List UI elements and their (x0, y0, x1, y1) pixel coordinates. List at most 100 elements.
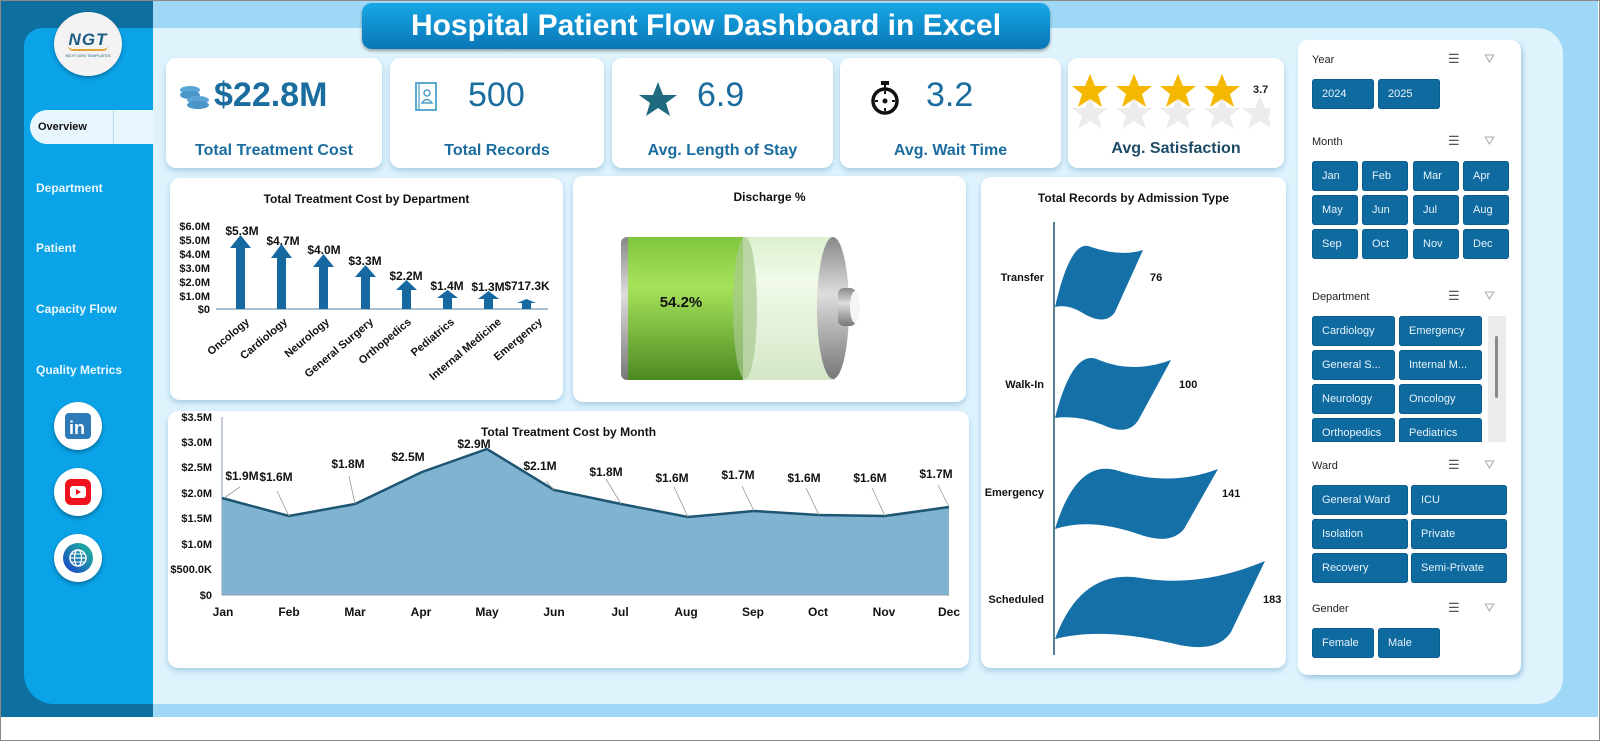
slicer-item[interactable]: Sep (1312, 229, 1358, 259)
slicer-item[interactable]: Private (1411, 519, 1507, 549)
slicer-item[interactable]: Jan (1312, 161, 1358, 191)
slicer-item[interactable]: General S... (1312, 350, 1395, 380)
svg-text:$2.5M: $2.5M (391, 450, 424, 464)
logo: NGT NEXT GEN TEMPLATES (54, 12, 122, 76)
svg-text:$1.3M: $1.3M (471, 280, 504, 294)
slicer-item[interactable]: Oct (1362, 229, 1408, 259)
slicer-item[interactable]: Apr (1463, 161, 1509, 191)
slicer-item[interactable]: Orthopedics (1312, 418, 1395, 442)
svg-text:$4.0M: $4.0M (307, 243, 340, 257)
svg-text:in: in (69, 418, 85, 438)
clear-filter-icon[interactable]: ⛛ (1484, 133, 1495, 148)
slicer-item[interactable]: Aug (1463, 195, 1509, 225)
slicer-item[interactable]: Female (1312, 628, 1374, 658)
stopwatch-icon (871, 81, 899, 115)
svg-text:Pediatrics: Pediatrics (409, 316, 457, 359)
kpi-total-records: 500 Total Records (390, 58, 604, 168)
website-button[interactable] (54, 534, 102, 582)
slicer-item[interactable]: Pediatrics (1399, 418, 1482, 442)
svg-text:141: 141 (1222, 488, 1240, 500)
slicer-item[interactable]: ICU (1411, 485, 1507, 515)
scrollbar-thumb[interactable] (1495, 336, 1498, 398)
slicer-item[interactable]: May (1312, 195, 1358, 225)
slicer-item[interactable]: Emergency (1399, 316, 1482, 346)
sidebar-item-department[interactable]: Department (36, 181, 103, 195)
linkedin-button[interactable]: in (54, 402, 102, 450)
kpi-avg-length-of-stay: 6.9 Avg. Length of Stay (612, 58, 833, 168)
slicer-item[interactable]: Internal M... (1399, 350, 1482, 380)
svg-text:May: May (475, 605, 499, 619)
slicer-item[interactable]: Isolation (1312, 519, 1408, 549)
slicer-item[interactable]: Recovery (1312, 553, 1408, 583)
slicer-item[interactable]: Jun (1362, 195, 1408, 225)
star-icon (639, 82, 677, 116)
slicer-item[interactable]: Cardiology (1312, 316, 1395, 346)
multi-select-icon[interactable]: ☰ (1448, 133, 1460, 148)
svg-text:$1.6M: $1.6M (655, 471, 688, 485)
department-scrollbar[interactable] (1488, 316, 1506, 442)
clear-filter-icon[interactable]: ⛛ (1484, 457, 1495, 472)
sidebar-item-patient[interactable]: Patient (36, 241, 77, 255)
slicer-item[interactable]: Nov (1413, 229, 1459, 259)
slicer-panel: Year ☰ ⛛ 2024 2025 Month ☰ ⛛ Jan Feb Mar… (1298, 40, 1521, 675)
svg-text:$0: $0 (198, 304, 210, 316)
logo-text: NGT (68, 30, 108, 49)
slicer-item[interactable]: Mar (1413, 161, 1459, 191)
contact-book-icon (415, 82, 437, 111)
svg-text:Mar: Mar (344, 605, 366, 619)
multi-select-icon[interactable]: ☰ (1448, 288, 1460, 303)
svg-text:$3.0M: $3.0M (179, 263, 210, 275)
clear-filter-icon[interactable]: ⛛ (1484, 288, 1495, 303)
svg-text:54.2%: 54.2% (660, 294, 703, 311)
svg-text:$1.4M: $1.4M (430, 279, 463, 293)
slicer-ward-title: Ward (1312, 460, 1338, 472)
svg-text:$717.3K: $717.3K (504, 279, 550, 293)
slicer-item[interactable]: 2025 (1378, 79, 1440, 109)
slicer-item[interactable]: General Ward (1312, 485, 1408, 515)
chart-records-by-admission-type: Total Records by Admission Type Transfer… (981, 177, 1286, 668)
kpi-label: Total Records (444, 142, 550, 159)
multi-select-icon[interactable]: ☰ (1448, 457, 1460, 472)
slicer-item[interactable]: 2024 (1312, 79, 1374, 109)
sidebar-item-capacity-flow[interactable]: Capacity Flow (36, 302, 117, 316)
slicer-item[interactable]: Semi-Private (1411, 553, 1507, 583)
divider (113, 110, 114, 144)
clear-filter-icon[interactable]: ⛛ (1484, 600, 1495, 615)
slicer-item[interactable]: Neurology (1312, 384, 1395, 414)
svg-text:Scheduled: Scheduled (988, 594, 1044, 606)
svg-text:183: 183 (1263, 594, 1281, 606)
slicer-item[interactable]: Dec (1463, 229, 1509, 259)
slicer-item[interactable]: Feb (1362, 161, 1408, 191)
clear-filter-icon[interactable]: ⛛ (1484, 51, 1495, 66)
kpi-value: 6.9 (697, 76, 745, 114)
slicer-item[interactable]: Male (1378, 628, 1440, 658)
svg-text:$5.3M: $5.3M (225, 224, 258, 238)
svg-text:$1.9M: $1.9M (225, 469, 258, 483)
sidebar-item-quality-metrics[interactable]: Quality Metrics (36, 363, 123, 377)
kpi-avg-wait-time: 3.2 Avg. Wait Time (840, 58, 1061, 168)
area-chart: $0 $500.0K $1.0M $1.5M $2.0M $2.5M $3.0M… (170, 412, 960, 619)
kpi-label: Avg. Wait Time (893, 142, 1008, 159)
svg-text:Jan: Jan (213, 605, 234, 619)
multi-select-icon[interactable]: ☰ (1448, 600, 1460, 615)
sidebar-item-overview[interactable]: Overview (30, 110, 154, 144)
slicer-item[interactable]: Oncology (1399, 384, 1482, 414)
kpi-label: Total Treatment Cost (195, 142, 353, 159)
slicer-month-title: Month (1312, 136, 1343, 148)
logo-swoosh (68, 46, 108, 51)
youtube-button[interactable] (54, 468, 102, 516)
kpi-value: 500 (468, 76, 525, 114)
multi-select-icon[interactable]: ☰ (1448, 51, 1460, 66)
svg-text:$3.3M: $3.3M (348, 254, 381, 268)
globe-icon (63, 543, 93, 573)
chart-discharge-percent: Discharge % 54.2% (573, 176, 966, 402)
svg-text:$1.0M: $1.0M (179, 291, 210, 303)
kpi-value: 3.2 (926, 76, 974, 114)
slicer-item[interactable]: Jul (1413, 195, 1459, 225)
svg-text:$1.0M: $1.0M (181, 539, 212, 551)
slicer-year-title: Year (1312, 54, 1335, 66)
svg-text:Dec: Dec (938, 605, 960, 619)
logo-tagline: NEXT GEN TEMPLATES (65, 53, 111, 58)
svg-text:$2.2M: $2.2M (389, 269, 422, 283)
svg-text:$1.5M: $1.5M (181, 513, 212, 525)
